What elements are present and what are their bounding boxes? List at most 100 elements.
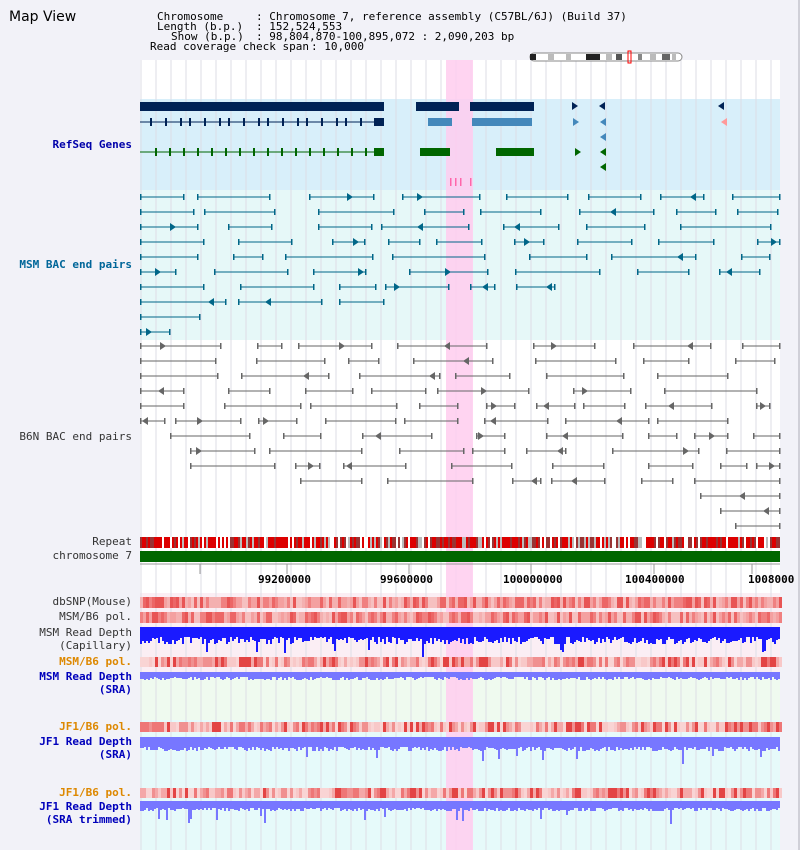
bac-end-mark — [300, 403, 302, 409]
repeat-mark — [148, 537, 150, 548]
read-depth-bar — [764, 627, 766, 651]
read-depth-bar — [648, 737, 650, 747]
read-depth-bar — [528, 737, 530, 747]
read-depth-bar — [478, 672, 480, 678]
repeat-mark — [392, 537, 394, 548]
bac-end-mark — [387, 478, 389, 484]
read-depth-bar — [402, 737, 404, 747]
polymorphism-mark — [692, 657, 695, 667]
track-label-msm-bac[interactable]: MSM BAC end pairs — [19, 258, 132, 271]
read-depth-bar — [568, 672, 570, 679]
read-depth-bar — [686, 672, 688, 679]
read-depth-bar — [504, 672, 506, 677]
read-depth-bar — [244, 627, 246, 642]
polymorphism-mark — [158, 722, 161, 732]
read-depth-bar — [326, 801, 328, 810]
polymorphism-mark — [527, 657, 530, 667]
read-depth-bar — [550, 737, 552, 749]
read-depth-bar — [142, 737, 144, 748]
read-depth-bar — [680, 672, 682, 678]
read-depth-bar — [270, 801, 272, 811]
polymorphism-mark — [641, 597, 644, 608]
polymorphism-mark — [236, 788, 239, 798]
read-depth-bar — [724, 801, 726, 809]
polymorphism-mark — [209, 788, 212, 798]
polymorphism-mark — [356, 597, 359, 608]
read-depth-bar — [144, 627, 146, 643]
bac-end-mark — [680, 224, 682, 230]
polymorphism-mark — [455, 597, 458, 608]
polymorphism-mark — [605, 657, 608, 667]
read-depth-bar — [638, 801, 640, 810]
polymorphism-mark — [767, 612, 770, 623]
read-depth-bar — [494, 801, 496, 811]
read-depth-bar — [488, 627, 490, 642]
repeat-mark — [740, 537, 742, 548]
read-depth-bar — [734, 627, 736, 641]
read-depth-bar — [562, 672, 564, 679]
read-depth-bar — [208, 672, 210, 680]
repeat-mark — [656, 537, 658, 548]
read-depth-bar — [626, 737, 628, 749]
bac-end-mark — [692, 463, 694, 469]
read-depth-bar — [154, 801, 156, 809]
read-depth-bar — [504, 801, 506, 811]
repeat-mark — [340, 537, 342, 548]
polymorphism-mark — [500, 722, 503, 732]
polymorphism-mark — [392, 722, 395, 732]
read-depth-bar — [758, 672, 760, 679]
read-depth-bar — [714, 627, 716, 637]
polymorphism-mark — [167, 597, 170, 608]
bac-end-mark — [395, 418, 397, 424]
read-depth-bar — [688, 672, 690, 678]
polymorphism-mark — [683, 788, 686, 798]
polymorphism-mark — [236, 722, 239, 732]
read-depth-bar — [712, 801, 714, 810]
read-depth-bar — [532, 737, 534, 747]
bac-end-mark — [551, 478, 553, 484]
polymorphism-mark — [389, 788, 392, 798]
repeat-mark — [284, 537, 286, 548]
read-depth-bar — [732, 627, 734, 641]
bac-end-mark — [586, 224, 588, 230]
read-depth-bar — [472, 672, 474, 679]
repeat-mark — [718, 537, 720, 548]
bac-end-mark — [214, 269, 216, 275]
polymorphism-mark — [254, 597, 257, 608]
read-depth-bar — [324, 801, 326, 808]
read-depth-bar — [588, 627, 590, 640]
read-depth-bar — [474, 627, 476, 637]
repeat-mark — [266, 537, 268, 548]
read-depth-bar — [648, 627, 650, 644]
read-depth-bar — [260, 737, 262, 750]
read-depth-bar — [612, 801, 614, 808]
read-depth-bar — [262, 627, 264, 639]
read-depth-bar — [760, 801, 762, 811]
exon — [281, 148, 283, 156]
read-depth-bar — [152, 801, 154, 811]
read-depth-bar — [506, 627, 508, 642]
polymorphism-mark — [320, 722, 323, 732]
read-depth-bar — [556, 737, 558, 748]
read-depth-bar — [642, 737, 644, 747]
polymorphism-mark — [581, 788, 584, 798]
bac-end-mark — [726, 448, 728, 454]
bac-end-mark — [310, 403, 312, 409]
polymorphism-mark — [194, 788, 197, 798]
track-label-refseq[interactable]: RefSeq Genes — [52, 138, 132, 151]
bac-end-mark — [463, 209, 465, 215]
repeat-mark — [648, 537, 650, 548]
bac-end-mark — [672, 478, 674, 484]
track-label-b6n-bac[interactable]: B6N BAC end pairs — [19, 430, 132, 443]
read-depth-bar — [142, 627, 144, 641]
polymorphism-mark — [755, 788, 758, 798]
read-depth-bar — [592, 801, 594, 811]
read-depth-bar — [720, 672, 722, 679]
polymorphism-mark — [530, 597, 533, 608]
polymorphism-mark — [650, 612, 653, 623]
polymorphism-mark — [491, 597, 494, 608]
bac-end-mark — [612, 448, 614, 454]
arrow-right-icon — [491, 402, 497, 410]
read-depth-bar — [490, 672, 492, 680]
